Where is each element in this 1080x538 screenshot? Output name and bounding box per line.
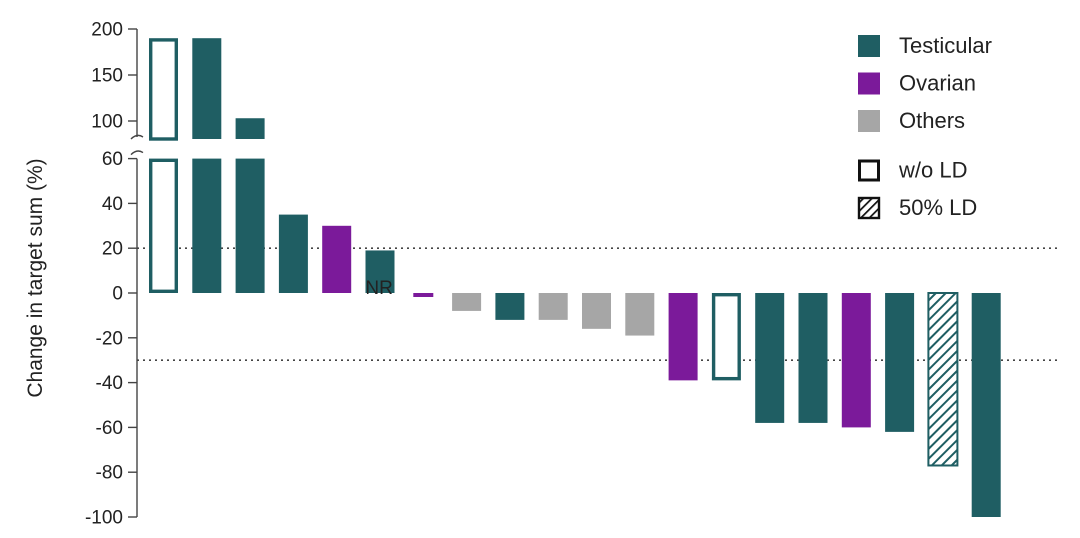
bar	[538, 293, 568, 320]
y-tick-label: 20	[102, 239, 123, 260]
legend-label: 50% LD	[899, 195, 977, 220]
bar	[927, 292, 959, 467]
bar	[192, 158, 222, 293]
axis-break-mark	[130, 134, 144, 140]
bar	[235, 158, 265, 293]
y-tick-label: -60	[96, 418, 123, 439]
y-tick-label: 0	[112, 284, 123, 305]
y-tick-label: -40	[96, 373, 123, 394]
y-tick-label: 100	[91, 112, 123, 133]
y-tick-label: 150	[91, 66, 123, 87]
legend: Testicular Ovarian Others w/o LD 50% LD	[857, 33, 992, 220]
bar	[755, 293, 785, 423]
bar	[798, 293, 828, 423]
legend-swatch	[858, 110, 880, 132]
y-tick-label: -80	[96, 463, 123, 484]
bar	[278, 214, 308, 293]
bar	[971, 293, 1001, 517]
y-tick-label: 40	[102, 194, 123, 215]
legend-label: w/o LD	[898, 158, 967, 183]
legend-label: Testicular	[899, 33, 992, 58]
bar	[192, 38, 222, 140]
bar	[452, 293, 482, 311]
axis-break-mark	[130, 150, 144, 156]
bar	[495, 293, 525, 320]
bar	[625, 293, 655, 336]
bars: NR	[148, 38, 1001, 517]
y-axis: 100 150 200 -100 -80 -60 -40 -20 0 20 40 60	[85, 20, 144, 529]
bar	[668, 293, 698, 381]
bar	[148, 38, 178, 141]
y-tick-label: -20	[96, 328, 123, 349]
legend-swatch	[858, 159, 880, 182]
bar	[365, 250, 395, 293]
legend-swatch	[858, 35, 880, 57]
legend-label: Others	[899, 108, 965, 133]
bar	[148, 158, 178, 294]
bar	[841, 293, 871, 428]
legend-swatch	[858, 72, 880, 95]
bar-annotation: NR	[365, 278, 392, 299]
legend-label: Ovarian	[899, 71, 976, 96]
legend-swatch	[857, 196, 881, 220]
bar	[711, 293, 741, 381]
y-tick-label: 200	[91, 20, 123, 41]
bar	[235, 118, 265, 139]
bar	[885, 293, 915, 432]
y-tick-label: 60	[102, 149, 123, 170]
bar	[322, 225, 352, 293]
bar	[413, 293, 434, 297]
y-tick-label: -100	[85, 508, 123, 529]
bar	[582, 293, 611, 329]
y-axis-label: Change in target sum (%)	[24, 158, 47, 397]
